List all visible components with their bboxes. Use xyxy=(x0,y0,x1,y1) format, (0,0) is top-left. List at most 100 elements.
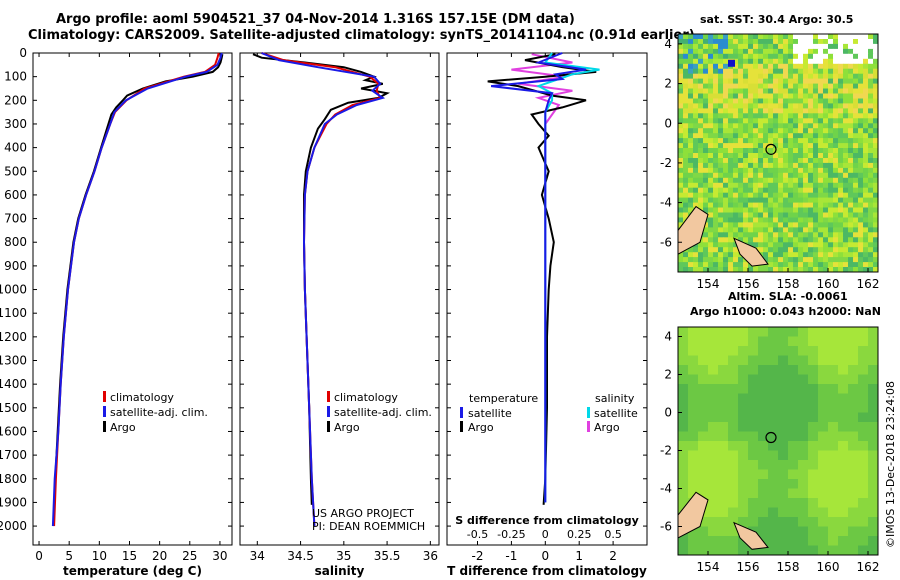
sst-cell xyxy=(833,133,839,139)
sla-cell xyxy=(778,346,789,356)
sst-cell xyxy=(808,242,814,248)
sst-cell xyxy=(848,58,854,65)
sst-cell xyxy=(788,83,794,90)
sst-cell xyxy=(843,267,849,273)
sst-cell xyxy=(838,207,844,213)
sst-cell xyxy=(808,68,814,75)
sst-cell xyxy=(688,53,694,60)
sst-cell xyxy=(693,192,699,199)
sla-cell xyxy=(768,365,779,375)
sst-cell xyxy=(838,237,844,243)
map-x-tick-label: 154 xyxy=(697,277,720,291)
sla-cell xyxy=(768,479,779,489)
sst-cell xyxy=(698,162,704,169)
sst-cell xyxy=(713,232,719,238)
sla-cell xyxy=(708,460,719,470)
sst-cell xyxy=(778,78,784,85)
sst-cell xyxy=(728,68,734,75)
sst-cell xyxy=(828,172,834,179)
sst-cell xyxy=(838,123,844,129)
sst-cell xyxy=(758,48,764,55)
sst-cell xyxy=(788,88,794,94)
sst-cell xyxy=(703,187,709,194)
sst-cell xyxy=(873,177,879,184)
sst-cell xyxy=(768,53,774,60)
sla-cell xyxy=(698,536,709,546)
sst-cell xyxy=(833,257,839,263)
sla-cell xyxy=(748,327,759,337)
sst-cell xyxy=(848,148,854,154)
sst-cell xyxy=(703,232,709,238)
sst-cell xyxy=(758,43,764,50)
map-x-tick-label: 158 xyxy=(777,560,800,574)
sst-cell xyxy=(828,58,834,65)
sst-cell xyxy=(853,207,859,213)
sla-cell xyxy=(768,460,779,470)
sst-cell xyxy=(778,252,784,258)
sst-cell xyxy=(743,227,749,233)
sst-cell xyxy=(683,88,689,94)
sst-cell xyxy=(793,58,799,65)
sst-cell xyxy=(758,133,764,139)
sst-cell xyxy=(713,83,719,90)
sst-cell xyxy=(843,98,849,104)
sla-cell xyxy=(778,536,789,546)
sst-cell xyxy=(828,217,834,223)
sst-cell xyxy=(823,158,829,164)
sst-cell xyxy=(708,242,714,248)
sla-cell xyxy=(788,441,799,451)
sst-cell xyxy=(763,34,769,40)
sst-cell xyxy=(758,153,764,159)
sst-cell xyxy=(698,202,704,209)
sst-cell xyxy=(723,247,729,253)
sst-cell xyxy=(708,182,714,189)
sst-cell xyxy=(818,133,824,139)
sst-cell xyxy=(858,262,864,268)
sst-cell xyxy=(703,143,709,149)
sst-cell xyxy=(703,257,709,263)
sst-cell xyxy=(863,222,869,228)
sst-cell xyxy=(748,187,754,194)
sla-cell xyxy=(718,536,729,546)
sla-cell xyxy=(698,336,709,347)
sst-cell xyxy=(833,262,839,268)
sla-cell xyxy=(688,365,699,375)
sst-cell xyxy=(718,143,724,149)
sst-cell xyxy=(868,237,874,243)
sla-cell xyxy=(708,393,719,404)
sst-cell xyxy=(703,192,709,199)
sla-cell xyxy=(778,488,789,499)
sst-cell xyxy=(798,202,804,209)
sst-cell xyxy=(758,197,764,204)
sla-cell xyxy=(688,431,699,442)
depth-tick-label: 1700 xyxy=(0,448,27,462)
sst-cell xyxy=(833,93,839,99)
sst-cell xyxy=(873,162,879,169)
sst-cell xyxy=(753,143,759,149)
sst-cell xyxy=(703,182,709,189)
sst-cell xyxy=(808,197,814,204)
sst-cell xyxy=(853,108,859,114)
sst-cell xyxy=(803,207,809,213)
sst-cell xyxy=(743,262,749,268)
sst-cell xyxy=(848,53,854,60)
sst-cell xyxy=(708,187,714,194)
sst-cell xyxy=(853,98,859,104)
sst-cell xyxy=(823,83,829,90)
sst-cell xyxy=(773,48,779,55)
sst-cell xyxy=(703,138,709,144)
sst-cell xyxy=(848,143,854,149)
sst-cell xyxy=(863,192,869,199)
sst-cell xyxy=(763,172,769,179)
sst-cell xyxy=(783,207,789,213)
sst-cell xyxy=(733,153,739,159)
sla-cell xyxy=(798,479,809,489)
sst-cell xyxy=(713,267,719,273)
sst-cell xyxy=(798,222,804,228)
sst-cell xyxy=(868,192,874,199)
sst-cell xyxy=(788,222,794,228)
sst-cell xyxy=(803,58,809,65)
sst-cell xyxy=(758,207,764,213)
sst-cell xyxy=(838,202,844,209)
sst-cell xyxy=(863,78,869,85)
